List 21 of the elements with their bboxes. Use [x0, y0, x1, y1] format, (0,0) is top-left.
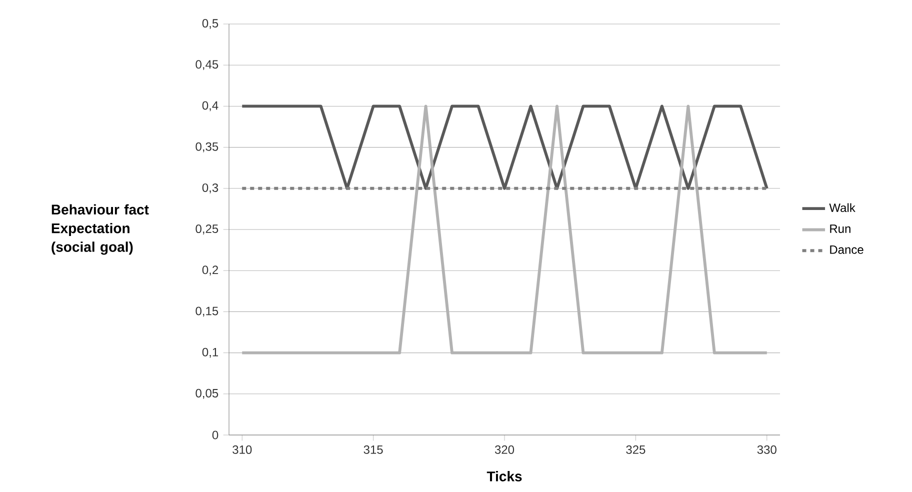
- y-tick-label: 0,4: [202, 101, 218, 112]
- y-tick-label: 0,1: [202, 348, 218, 358]
- y-tick-label: 0,3: [202, 183, 218, 194]
- x-tick-label: 325: [626, 445, 646, 454]
- y-tick-label: 0,35: [196, 142, 218, 152]
- legend-label: Run: [830, 224, 850, 233]
- legend-label: Walk: [829, 203, 856, 212]
- y-tick-label: 0,2: [202, 266, 218, 276]
- legend-label: Dance: [830, 246, 864, 254]
- x-tick-label: 320: [494, 445, 514, 454]
- y-tick-label: 0,15: [196, 306, 218, 317]
- x-tick-label: 310: [232, 445, 252, 454]
- y-axis-title: Behaviour fact Expectation (social goal): [52, 204, 149, 255]
- y-tick-label: 0,25: [196, 224, 218, 234]
- x-axis-title: Ticks: [486, 471, 522, 482]
- y-tick-label: 0,05: [196, 388, 218, 399]
- y-tick-label: 0,5: [202, 19, 218, 29]
- y-tick-label: 0,45: [196, 60, 218, 70]
- y-tick-label: 0: [212, 430, 218, 440]
- x-tick-label: 315: [364, 445, 383, 454]
- x-tick-label: 330: [757, 445, 776, 454]
